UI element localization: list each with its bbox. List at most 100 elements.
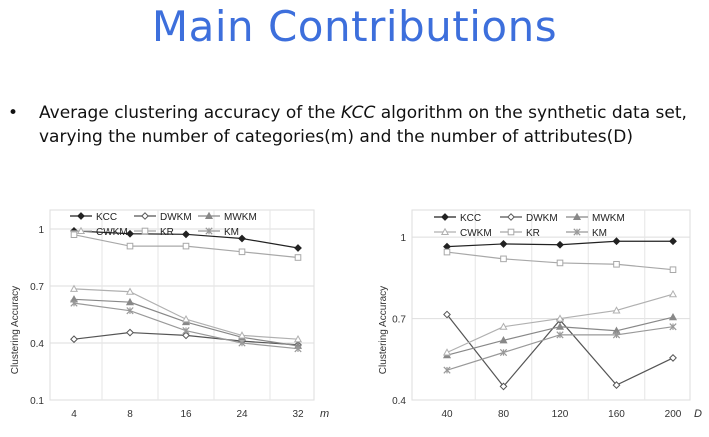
right-legend-marker-cwkm xyxy=(440,227,450,236)
left-legend-label-cwkm: CWKM xyxy=(96,227,128,238)
left-legend-label-km: KM xyxy=(224,227,239,238)
right-point-km xyxy=(612,331,621,339)
left-x-tick-label: 24 xyxy=(236,409,248,420)
right-legend-label-dwkm: DWKM xyxy=(526,213,558,224)
right-series-cwkm xyxy=(442,289,678,356)
left-legend-item-kr: KR xyxy=(134,227,174,238)
accuracy-vs-m-chart: 0.1 0.4 0.7 1 4 8 16 24 32 m Clustering Accuracy KC… xyxy=(10,209,329,420)
left-point-kr xyxy=(182,242,190,250)
left-legend-marker-dwkm xyxy=(141,212,149,220)
left-point-kcc xyxy=(126,229,134,238)
left-legend-marker-mwkm xyxy=(204,211,214,220)
right-point-kr xyxy=(669,266,677,274)
left-point-mwkm xyxy=(125,297,135,306)
right-point-kr xyxy=(443,248,451,256)
left-line-km xyxy=(73,302,299,350)
right-point-cwkm xyxy=(555,314,565,322)
right-legend-label-mwkm: MWKM xyxy=(592,213,625,224)
right-x-axis-label: D xyxy=(694,408,702,420)
left-point-kr xyxy=(294,254,302,261)
right-x-tick-label: 200 xyxy=(665,409,682,420)
left-point-kr xyxy=(70,231,78,239)
right-legend-label-kcc: KCC xyxy=(460,213,481,224)
left-point-cwkm xyxy=(293,334,303,343)
left-x-tick-label: 8 xyxy=(127,409,133,420)
right-legend-item-cwkm: CWKM xyxy=(434,227,492,239)
right-x-tick-label: 120 xyxy=(552,409,569,420)
bullet-text-pre: Average clustering accuracy of the xyxy=(39,103,341,123)
right-point-km xyxy=(669,323,677,331)
left-point-km xyxy=(182,327,190,335)
left-legend-marker-kcc xyxy=(77,212,85,220)
left-point-kcc xyxy=(182,230,190,239)
right-point-kcc xyxy=(556,240,564,249)
left-point-kr xyxy=(126,242,134,250)
right-point-cwkm xyxy=(612,306,621,314)
right-point-kcc xyxy=(499,240,508,248)
right-point-cwkm xyxy=(668,289,678,298)
left-point-cwkm xyxy=(237,331,247,339)
right-legend-marker-km xyxy=(573,228,581,236)
right-y-tick-label: 1 xyxy=(400,233,406,244)
right-point-cwkm xyxy=(499,322,508,330)
right-point-dwkm xyxy=(499,382,508,391)
right-point-km xyxy=(499,348,508,357)
right-plot-frame xyxy=(411,209,691,401)
left-legend-item-cwkm: CWKM xyxy=(70,226,128,238)
left-x-axis-label: m xyxy=(320,408,329,420)
accuracy-vs-d-chart: 0.4 0.7 1 40 80 120 160 200 D Clustering Accuracy… xyxy=(378,209,702,420)
right-point-cwkm xyxy=(442,348,452,356)
left-legend-item-kcc: KCC xyxy=(70,212,117,223)
left-legend-marker-kr xyxy=(141,227,149,235)
left-x-tick-label: 4 xyxy=(71,409,77,420)
right-y-axis-label: Clustering Accuracy xyxy=(378,286,389,374)
left-legend-label-mwkm: MWKM xyxy=(224,212,257,223)
right-legend-label-cwkm: CWKM xyxy=(460,228,492,239)
right-point-kcc xyxy=(669,237,677,246)
right-x-tick-label: 160 xyxy=(608,409,625,420)
right-y-tick-label: 0.7 xyxy=(392,315,406,326)
left-legend-item-mwkm: MWKM xyxy=(198,211,257,223)
left-point-dwkm xyxy=(126,328,134,337)
left-legend-item-km: KM xyxy=(198,227,239,238)
right-legend-item-mwkm: MWKM xyxy=(566,212,625,224)
right-point-mwkm xyxy=(668,312,678,321)
right-legend-marker-mwkm xyxy=(572,212,582,221)
right-legend-marker-kcc xyxy=(441,213,449,221)
right-legend-marker-dwkm xyxy=(507,213,515,221)
right-legend-item-dwkm: DWKM xyxy=(500,213,558,224)
left-legend-label-kcc: KCC xyxy=(96,212,117,223)
right-y-tick-label: 0.4 xyxy=(392,396,406,407)
left-y-tick-label: 0.4 xyxy=(30,339,44,350)
right-point-km xyxy=(443,366,451,374)
left-point-km xyxy=(70,299,78,307)
left-series-km xyxy=(70,299,302,353)
right-point-dwkm xyxy=(443,310,451,319)
left-point-km xyxy=(238,339,246,347)
left-x-tick-label: 32 xyxy=(292,409,304,420)
slide-title: Main Contributions xyxy=(151,2,558,51)
left-y-tick-label: 1 xyxy=(38,225,44,236)
left-y-tick-label: 0.7 xyxy=(30,282,44,293)
left-series-cwkm xyxy=(69,284,303,343)
right-legend-label-km: KM xyxy=(592,228,607,239)
left-point-cwkm xyxy=(181,315,191,323)
right-point-km xyxy=(556,331,564,339)
right-point-mwkm xyxy=(499,336,508,344)
left-point-kr xyxy=(238,248,246,256)
left-point-cwkm xyxy=(125,287,135,295)
left-legend-item-dwkm: DWKM xyxy=(134,212,192,223)
right-point-kcc xyxy=(612,237,621,246)
right-series-kcc xyxy=(443,237,677,251)
right-point-dwkm xyxy=(612,381,621,389)
right-series-kr xyxy=(443,248,677,274)
left-x-tick-label: 16 xyxy=(180,409,192,420)
right-series-km xyxy=(443,323,677,374)
right-point-dwkm xyxy=(669,354,677,362)
right-legend-label-kr: KR xyxy=(526,228,540,239)
right-legend-item-km: KM xyxy=(566,228,607,239)
bullet-dot: • xyxy=(8,103,19,123)
left-point-kcc xyxy=(238,234,246,243)
right-legend-item-kr: KR xyxy=(500,228,540,239)
right-point-kr xyxy=(613,260,620,268)
